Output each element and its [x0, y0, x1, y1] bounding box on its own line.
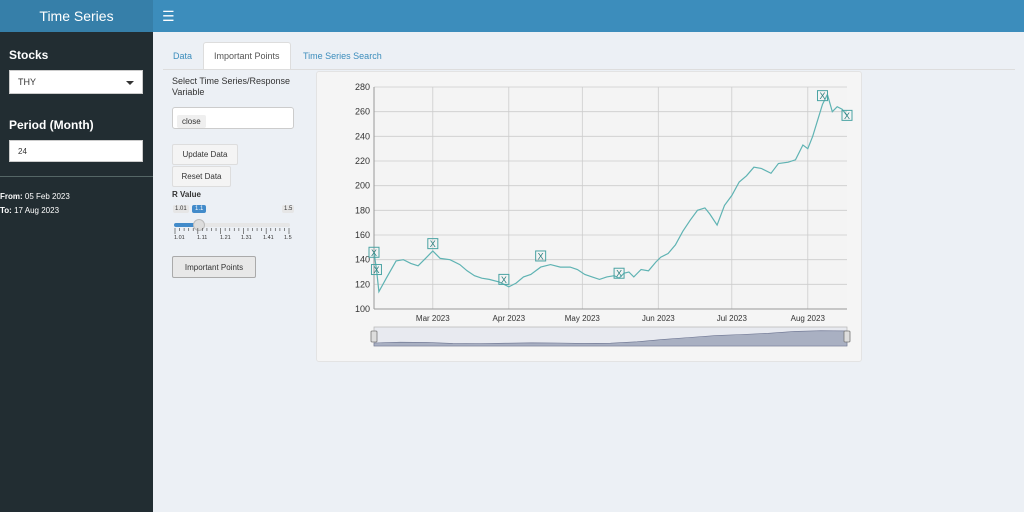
series-line: [373, 92, 848, 294]
important-point-marker: [613, 267, 625, 279]
slider-tick-label: 1.01: [174, 235, 185, 241]
y-tick-label: 160: [355, 230, 370, 240]
important-point-marker: [370, 264, 382, 276]
y-tick-label: 260: [355, 107, 370, 117]
y-tick-label: 200: [355, 181, 370, 191]
slider-tick-label: 1.5: [284, 235, 292, 241]
period-label: Period (Month): [9, 118, 94, 132]
navigator-area: [373, 330, 848, 347]
stocks-select-value: THY: [18, 77, 36, 87]
x-tick-label: May 2023: [565, 314, 601, 323]
x-tick-label: Apr 2023: [493, 314, 526, 323]
update-data-button[interactable]: Update Data: [172, 144, 238, 165]
important-point-label: X: [373, 265, 379, 275]
y-tick-label: 120: [355, 279, 370, 289]
from-label: From:: [0, 192, 23, 201]
important-point-marker: [368, 246, 380, 258]
sidebar-divider: [0, 176, 153, 177]
slider-max-label: 1.5: [282, 205, 295, 213]
important-points-button[interactable]: Important Points: [172, 256, 256, 278]
slider-min-label: 1.01: [173, 205, 189, 213]
variable-select[interactable]: close: [172, 107, 294, 129]
to-label: To:: [0, 206, 12, 215]
chevron-down-icon: [126, 81, 134, 85]
x-tick-label: Jun 2023: [642, 314, 675, 323]
r-value-slider[interactable]: [174, 223, 290, 227]
sidebar: Stocks THY Period (Month) 24 From: 05 Fe…: [0, 32, 153, 512]
to-date: To: 17 Aug 2023: [0, 206, 59, 215]
to-value: 17 Aug 2023: [14, 206, 60, 215]
from-value: 05 Feb 2023: [24, 192, 70, 201]
important-point-label: X: [538, 251, 544, 261]
period-input[interactable]: 24: [9, 140, 143, 162]
tab-data[interactable]: Data: [173, 51, 193, 61]
stocks-label: Stocks: [9, 48, 49, 62]
slider-value-label: 1.1: [192, 205, 207, 213]
from-date: From: 05 Feb 2023: [0, 192, 70, 201]
important-point-marker: [841, 109, 853, 121]
plot-area: [374, 87, 847, 309]
important-point-label: X: [844, 111, 850, 121]
app-title: Time Series: [0, 0, 153, 32]
reset-data-button[interactable]: Reset Data: [172, 166, 231, 187]
navigator-left-handle: [370, 330, 378, 343]
slider-tick-label: 1.31: [241, 235, 252, 241]
r-value-label: R Value: [172, 190, 201, 199]
variable-chip[interactable]: close: [177, 115, 206, 128]
y-tick-label: 280: [355, 82, 370, 92]
slider-tick-label: 1.11: [197, 235, 208, 241]
y-tick-label: 240: [355, 131, 370, 141]
important-point-label: X: [501, 275, 507, 285]
top-bar: Time Series ☰: [0, 0, 1024, 32]
slider-tick-label: 1.41: [263, 235, 274, 241]
y-tick-label: 180: [355, 205, 370, 215]
slider-handle[interactable]: [193, 219, 205, 231]
y-tick-label: 100: [355, 304, 370, 314]
tab-important-points[interactable]: Important Points: [203, 42, 291, 70]
slider-fill: [174, 223, 198, 227]
hamburger-menu-icon[interactable]: ☰: [162, 8, 175, 24]
time-series-chart[interactable]: 100 120 140 160 180 200 220 240 260 280 Mar 2023 Ap…: [317, 72, 863, 363]
important-point-marker: [816, 90, 828, 102]
x-tick-label: Jul 2023: [717, 314, 748, 323]
important-point-label: X: [430, 239, 436, 249]
important-point-label: X: [371, 248, 377, 258]
chart-panel: 100 120 140 160 180 200 220 240 260 280 Mar 2023 Ap…: [316, 71, 862, 362]
x-tick-label: Mar 2023: [416, 314, 450, 323]
tab-time-series-search[interactable]: Time Series Search: [303, 51, 382, 61]
y-tick-label: 220: [355, 156, 370, 166]
important-point-marker: [498, 273, 510, 285]
y-tick-label: 140: [355, 255, 370, 265]
important-point-marker: [535, 250, 547, 262]
tab-divider: [163, 69, 1015, 70]
important-point-label: X: [616, 269, 622, 279]
important-point-marker: [427, 238, 439, 250]
stocks-select[interactable]: THY: [9, 70, 143, 94]
slider-tick-label: 1.21: [220, 235, 231, 241]
important-point-label: X: [819, 91, 825, 101]
x-tick-label: Aug 2023: [791, 314, 826, 323]
select-series-label: Select Time Series/Response Variable: [172, 76, 291, 97]
slider-ticks: [174, 228, 290, 234]
navigator-right-handle: [843, 330, 851, 343]
